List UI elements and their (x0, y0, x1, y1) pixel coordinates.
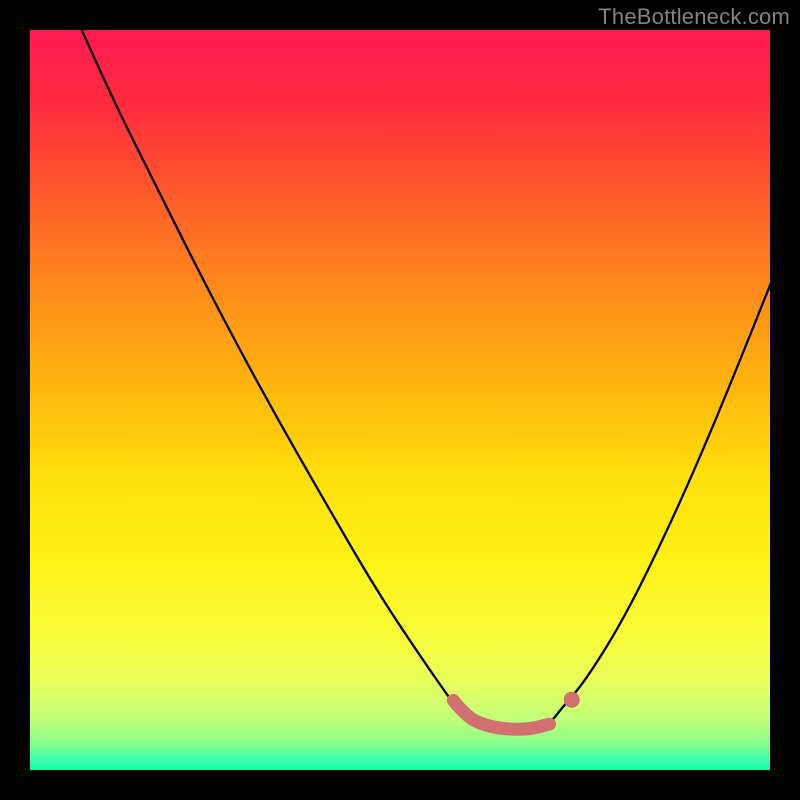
chart-stage: TheBottleneck.com (0, 0, 800, 800)
highlight-dot (564, 692, 580, 708)
attribution-text: TheBottleneck.com (598, 4, 790, 30)
plot-background (30, 30, 770, 770)
chart-svg (0, 0, 800, 800)
